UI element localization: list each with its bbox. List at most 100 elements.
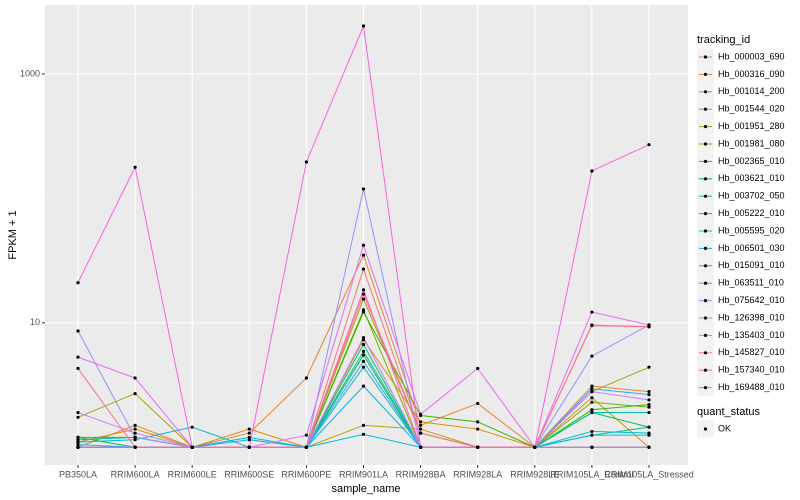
- data-point: [590, 387, 594, 391]
- legend-point: [703, 246, 708, 250]
- data-point: [361, 336, 366, 340]
- data-point: [476, 401, 480, 406]
- data-point: [76, 355, 80, 359]
- data-point: [247, 438, 251, 442]
- data-point: [590, 354, 594, 358]
- data-point: [361, 432, 366, 436]
- data-point: [647, 433, 651, 437]
- data-point: [76, 438, 80, 442]
- legend-point: [703, 351, 708, 355]
- data-point: [190, 425, 194, 429]
- legend-point: [703, 159, 708, 163]
- data-point: [647, 405, 651, 409]
- data-point: [647, 390, 651, 394]
- data-point: [361, 384, 366, 388]
- legend-label: Hb_169488_010: [718, 382, 785, 392]
- legend-point: [703, 55, 708, 59]
- data-point: [533, 445, 537, 449]
- data-point: [361, 365, 366, 369]
- data-point: [590, 400, 594, 404]
- data-point: [304, 445, 308, 449]
- data-point: [361, 359, 366, 363]
- data-point: [647, 445, 651, 449]
- legend-title: quant_status: [697, 406, 760, 418]
- data-point: [76, 366, 80, 371]
- x-axis-title: sample_name: [331, 483, 400, 495]
- data-point: [76, 329, 80, 333]
- x-tick-label: RRIM901LA: [339, 469, 388, 479]
- data-point: [590, 408, 594, 412]
- data-point: [190, 445, 194, 449]
- data-point: [247, 445, 251, 449]
- data-point: [419, 420, 423, 424]
- legend-point: [703, 177, 708, 181]
- legend-point: [703, 72, 708, 76]
- data-point: [590, 445, 594, 449]
- data-point: [361, 243, 366, 247]
- data-point: [361, 349, 366, 353]
- y-tick-label: 10: [30, 317, 40, 327]
- data-point: [647, 425, 651, 429]
- legend-point: [703, 427, 708, 431]
- data-point: [647, 398, 651, 402]
- legend-label: Hb_002365_010: [718, 156, 785, 166]
- data-point: [647, 410, 651, 415]
- legend-label: Hb_001014_200: [718, 86, 785, 96]
- legend-point: [703, 142, 708, 146]
- data-point: [133, 431, 137, 435]
- y-axis-title: FPKM + 1: [7, 210, 19, 259]
- data-point: [361, 297, 366, 301]
- legend-point: [703, 316, 708, 320]
- data-point: [361, 288, 366, 292]
- data-point: [133, 165, 137, 169]
- data-point: [76, 440, 80, 444]
- legend-point: [703, 264, 708, 268]
- data-point: [590, 384, 594, 388]
- x-tick-label: RRIM928LA: [453, 469, 502, 479]
- data-point: [419, 412, 423, 416]
- data-point: [590, 169, 594, 173]
- data-point: [133, 438, 137, 442]
- data-point: [476, 366, 480, 371]
- panel-background: [45, 5, 688, 465]
- legend-label: Hb_006501_030: [718, 243, 785, 253]
- legend-point: [703, 386, 708, 390]
- data-point: [76, 410, 80, 415]
- legend-label: Hb_145827_010: [718, 347, 785, 357]
- data-point: [76, 445, 80, 449]
- data-point: [76, 415, 80, 419]
- legend-point: [703, 90, 708, 94]
- data-point: [419, 427, 423, 431]
- data-point: [76, 443, 80, 447]
- data-point: [361, 342, 366, 347]
- x-tick-label: RRIM105LA_Stressed: [604, 469, 694, 479]
- data-point: [76, 435, 80, 439]
- legend-label: Hb_000316_090: [718, 69, 785, 79]
- data-point: [247, 431, 251, 435]
- x-tick-label: RRIM928LE: [510, 469, 559, 479]
- data-point: [361, 353, 366, 357]
- data-point: [590, 396, 594, 400]
- legend-label: Hb_135403_010: [718, 330, 785, 340]
- legend-label: Hb_000003_690: [718, 51, 785, 61]
- legend-label: Hb_001981_080: [718, 138, 785, 148]
- legend-point: [703, 194, 708, 198]
- data-point: [247, 427, 251, 431]
- x-tick-label: RRIM105LA_Control: [550, 469, 633, 479]
- data-point: [476, 420, 480, 424]
- data-point: [304, 376, 308, 380]
- legend-label: Hb_157340_010: [718, 365, 785, 375]
- legend-point: [703, 333, 708, 337]
- data-point: [476, 445, 480, 449]
- legend-point: [703, 229, 708, 233]
- data-point: [476, 427, 480, 431]
- data-point: [133, 376, 137, 380]
- data-point: [133, 391, 137, 396]
- data-point: [133, 423, 137, 427]
- data-point: [647, 143, 651, 147]
- legend-label: Hb_075642_010: [718, 295, 785, 305]
- legend-point: [703, 125, 708, 129]
- data-point: [361, 423, 366, 427]
- data-point: [590, 429, 594, 434]
